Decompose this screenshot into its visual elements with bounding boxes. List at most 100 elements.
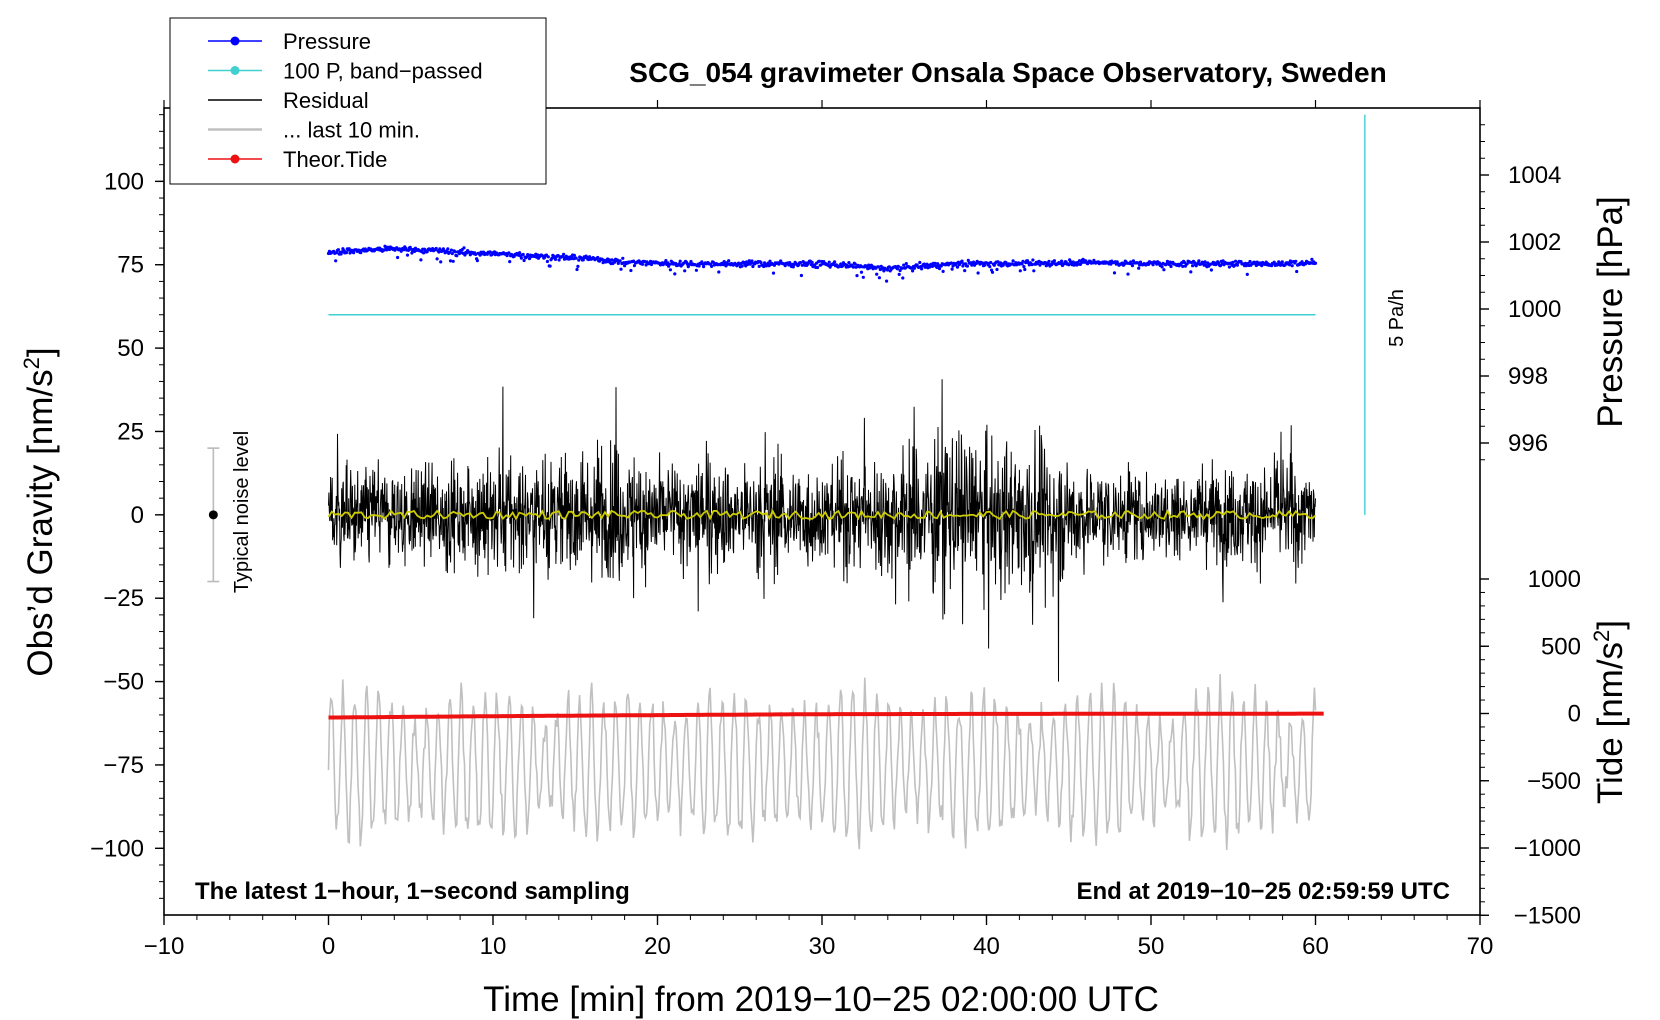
pressure-tick-label: 996 — [1508, 430, 1548, 457]
pressure-point — [1290, 264, 1294, 268]
pressure-point — [885, 279, 889, 283]
pressure-point — [677, 262, 681, 266]
pressure-point — [817, 259, 821, 263]
pressure-point — [1203, 260, 1207, 264]
pressure-point — [686, 265, 690, 269]
pressure-point — [395, 246, 399, 250]
legend: Pressure 100 P, band−passed Residual ... la… — [169, 17, 547, 185]
pressure-point — [853, 262, 857, 266]
pressure-point — [710, 264, 714, 268]
last-10-min-trace — [327, 673, 1317, 851]
pressure-point — [1287, 263, 1292, 267]
legend-marker — [230, 154, 240, 164]
pressure-point — [847, 261, 851, 265]
pressure-point — [963, 269, 967, 273]
pressure-point — [451, 259, 455, 263]
left-y-axis-title-sup: 2 — [19, 357, 44, 369]
pressure-point — [1032, 269, 1036, 273]
pressure-point — [1280, 260, 1284, 264]
pressure-point — [1169, 264, 1173, 269]
pressure-point — [1181, 264, 1185, 268]
pressure-point — [522, 258, 526, 263]
pressure-point — [576, 264, 580, 268]
pressure-point — [965, 264, 970, 268]
pressure-point — [990, 270, 995, 274]
pressure-point — [1295, 269, 1299, 274]
pressure-point — [618, 259, 622, 263]
pressure-point — [851, 265, 856, 269]
tide-axis-title: Tide [nm/s2] — [1589, 620, 1630, 804]
pressure-point — [678, 259, 682, 263]
pressure-point — [810, 260, 814, 264]
pressure-point — [759, 261, 763, 265]
pressure-point — [1077, 259, 1082, 263]
tide-tick-label: 500 — [1541, 633, 1581, 660]
pressure-point — [446, 247, 450, 251]
legend-label: 100 P, band−passed — [283, 59, 483, 84]
tide-tick-label: −1500 — [1514, 902, 1581, 929]
pressure-point — [455, 254, 459, 258]
legend-label: Theor.Tide — [283, 147, 387, 172]
pressure-point — [981, 261, 985, 265]
left-y-tick-label: −50 — [103, 669, 144, 696]
pressure-point — [697, 264, 701, 268]
pressure-point — [548, 264, 552, 268]
pressure-point — [855, 274, 859, 278]
pressure-point — [352, 251, 356, 255]
pressure-point — [895, 267, 900, 271]
x-tick-label: 10 — [480, 933, 507, 960]
x-axis-title: Time [min] from 2019−10−25 02:00:00 UTC — [483, 980, 1159, 1019]
pressure-point — [1231, 260, 1235, 264]
pressure-point — [976, 271, 980, 275]
pressure-point — [859, 270, 864, 274]
pressure-point — [918, 260, 922, 265]
pressure-point — [422, 251, 426, 255]
pressure-point — [1060, 259, 1064, 263]
left-y-tick-label: −25 — [103, 585, 144, 612]
pressure-point — [448, 259, 453, 263]
pressure-point — [621, 256, 625, 260]
left-y-tick-label: 25 — [117, 418, 144, 445]
pressure-point — [982, 263, 987, 267]
pressure-point — [897, 272, 901, 276]
pressure-point — [798, 261, 803, 265]
pressure-point — [902, 263, 906, 267]
pressure-point — [474, 252, 478, 256]
pressure-point — [1021, 259, 1025, 263]
pressure-point — [955, 265, 960, 269]
left-y-tick-label: −75 — [103, 752, 144, 779]
pressure-point — [763, 261, 767, 265]
tide-tick-label: −1000 — [1514, 835, 1581, 862]
pressure-point — [1038, 263, 1042, 267]
pressure-point — [673, 272, 677, 276]
pressure-point — [988, 265, 992, 269]
pressure-point — [348, 251, 352, 255]
pressure-point — [711, 260, 716, 264]
x-tick-label: 50 — [1138, 933, 1165, 960]
pressure-point — [1197, 259, 1201, 263]
pressure-point — [996, 260, 1000, 264]
pressure-point — [966, 258, 970, 262]
left-y-tick-label: 75 — [117, 252, 144, 279]
pressure-point — [596, 255, 600, 260]
pressure-tick-label: 998 — [1508, 363, 1548, 390]
pressure-point — [574, 256, 578, 260]
pressure-point — [1189, 270, 1193, 274]
pressure-point — [562, 252, 566, 256]
pressure-point — [453, 250, 457, 254]
pressure-point — [435, 257, 439, 261]
pressure-point — [887, 265, 891, 269]
left-y-axis-ticks: 100 75 50 25 0 −25 −50 −75 −100 — [90, 114, 164, 899]
pressure-point — [912, 266, 917, 270]
pressure-point — [419, 258, 423, 262]
pressure-point — [904, 262, 908, 266]
pressure-point — [334, 259, 338, 263]
pressure-point — [396, 255, 400, 260]
x-tick-label: 0 — [322, 933, 335, 960]
pressure-point — [702, 265, 706, 269]
pressure-point — [1310, 257, 1314, 261]
pressure-point — [1130, 264, 1135, 268]
pressure-point — [632, 264, 637, 268]
legend-items: Pressure 100 P, band−passed Residual ... la… — [208, 29, 483, 172]
pressure-point — [521, 252, 525, 257]
